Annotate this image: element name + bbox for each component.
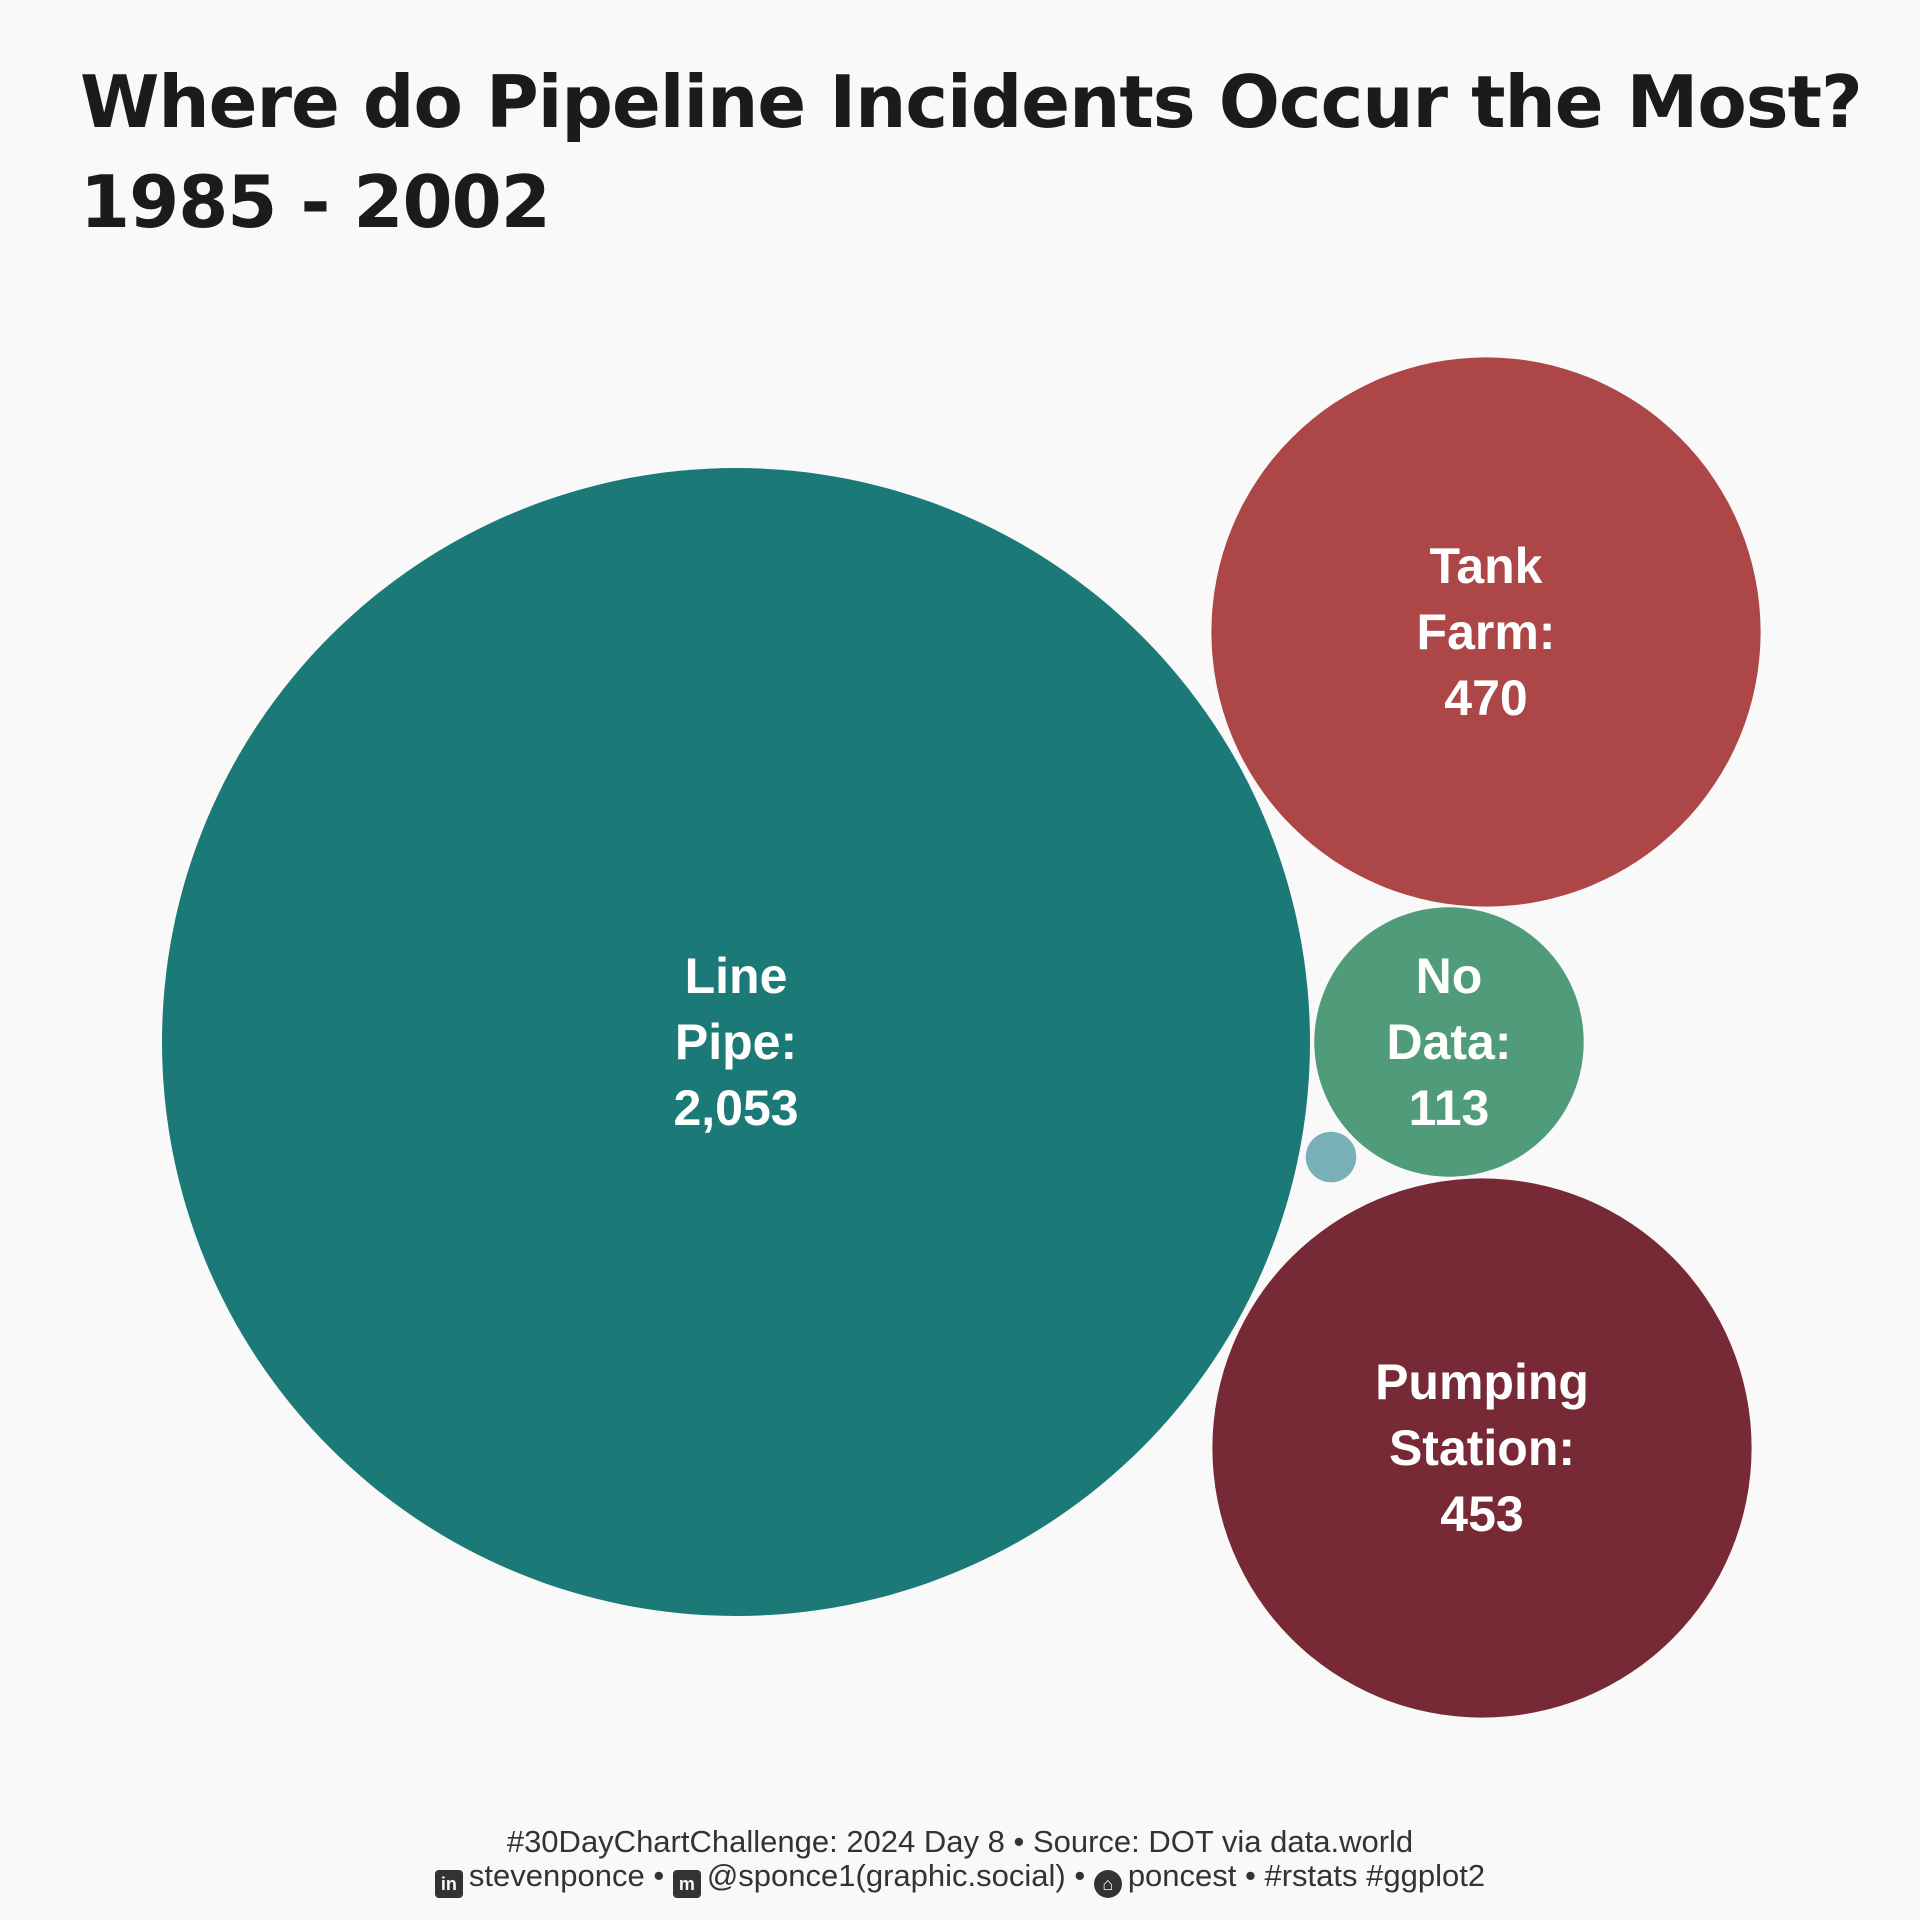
chart-title-line-2: 1985 - 2002 <box>80 160 551 244</box>
caption-separator: • <box>653 1858 665 1893</box>
bubble-pumping-station <box>1212 1178 1752 1718</box>
chart-title-line-1: Where do Pipeline Incidents Occur the Mo… <box>80 60 1863 144</box>
bubble-tank-farm <box>1211 357 1761 907</box>
bubble-line-pipe <box>162 468 1310 1616</box>
bubble-label-tank-farm: Farm: <box>1417 604 1556 660</box>
linkedin-icon: in <box>434 1870 463 1898</box>
bubble-label-no-data: 113 <box>1409 1080 1490 1136</box>
bubble-label-pumping-station: Station: <box>1389 1420 1575 1476</box>
linkedin-handle[interactable]: stevenponce <box>468 1858 645 1893</box>
mastodon-icon: m <box>672 1870 701 1898</box>
bubble-label-line-pipe: Pipe: <box>675 1014 797 1070</box>
caption-separator: • <box>1074 1858 1086 1893</box>
github-icon: ⌂ <box>1093 1870 1122 1898</box>
bubble-minor <box>1305 1131 1357 1183</box>
github-handle[interactable]: poncest <box>1127 1858 1237 1893</box>
chart-title: Where do Pipeline Incidents Occur the Mo… <box>80 52 1863 252</box>
bubble-label-pumping-station: 453 <box>1440 1486 1523 1542</box>
bubble-no-data <box>1314 907 1584 1177</box>
caption-social-line: in stevenponce • m @sponce1(graphic.social… <box>0 1858 1920 1898</box>
caption-hashtags: • #rstats #ggplot2 <box>1245 1858 1486 1893</box>
bubble-label-no-data: Data: <box>1386 1014 1511 1070</box>
bubble-label-line-pipe: 2,053 <box>673 1080 798 1136</box>
mastodon-handle[interactable]: @sponce1(graphic.social) <box>706 1858 1066 1893</box>
bubble-label-tank-farm: 470 <box>1444 670 1527 726</box>
bubble-label-tank-farm: Tank <box>1430 538 1543 594</box>
bubble-label-pumping-station: Pumping <box>1375 1354 1589 1410</box>
bubble-label-no-data: No <box>1416 948 1483 1004</box>
bubble-label-line-pipe: Line <box>685 948 788 1004</box>
caption-source-line: #30DayChartChallenge: 2024 Day 8 • Sourc… <box>506 1824 1414 1859</box>
